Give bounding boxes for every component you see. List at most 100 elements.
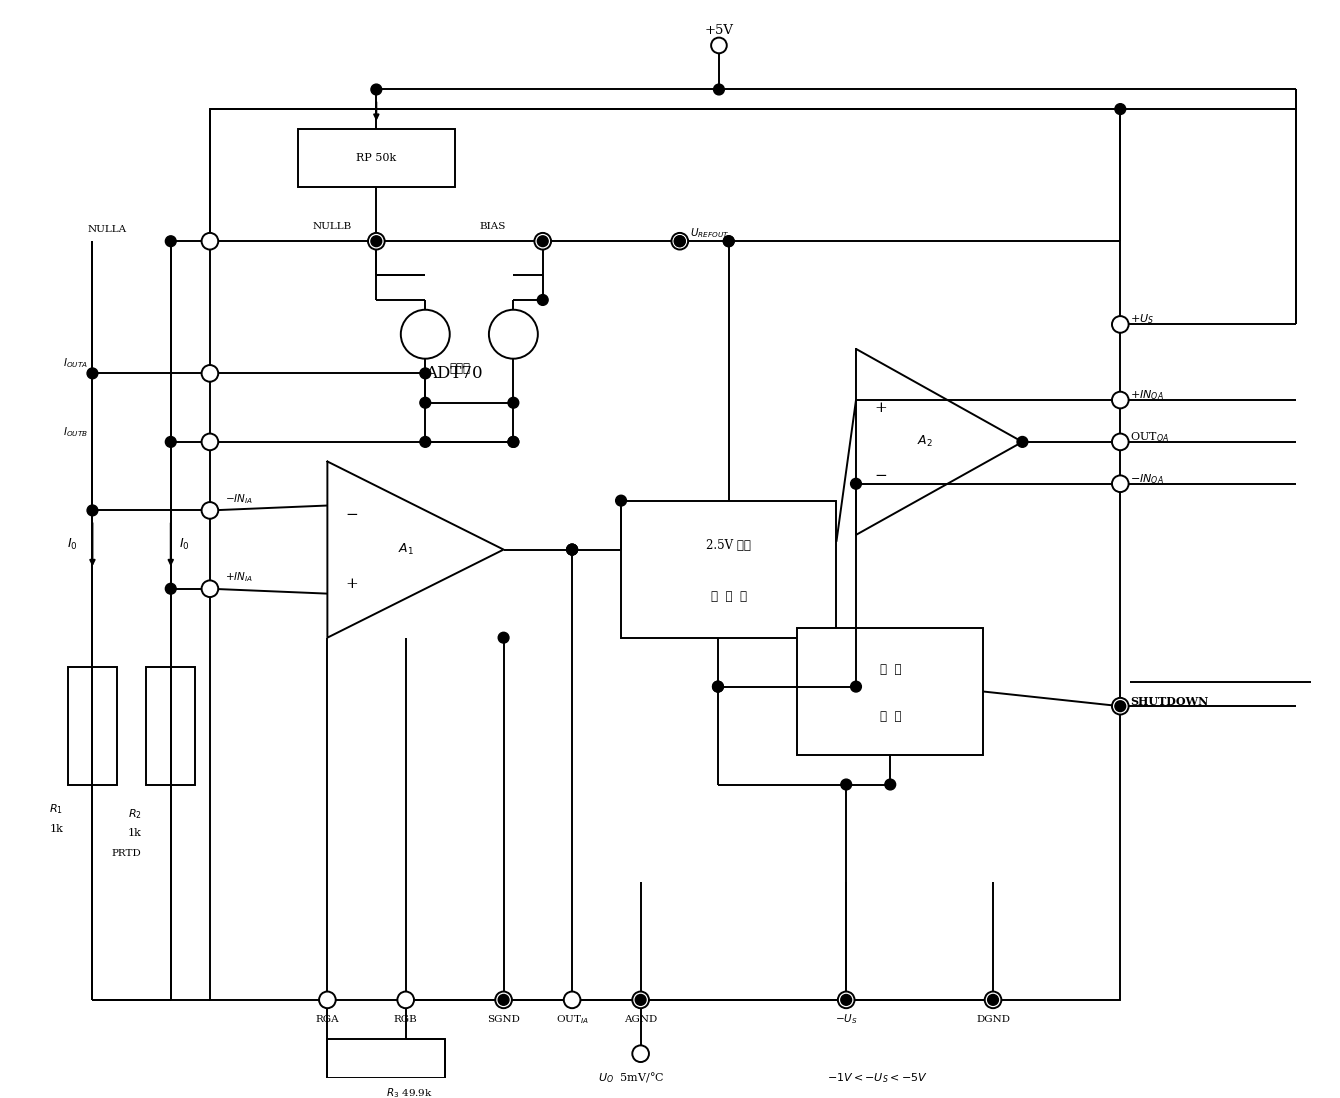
Circle shape: [851, 479, 862, 489]
Text: −: −: [874, 469, 887, 483]
Circle shape: [567, 545, 578, 554]
Circle shape: [419, 368, 430, 379]
Circle shape: [840, 780, 852, 789]
Text: $I_{OUTA}$: $I_{OUTA}$: [63, 357, 88, 370]
Circle shape: [508, 397, 519, 408]
Bar: [146, 668, 196, 784]
Circle shape: [884, 780, 895, 789]
Circle shape: [508, 437, 519, 447]
Circle shape: [674, 236, 685, 247]
Circle shape: [1112, 392, 1128, 408]
Circle shape: [535, 233, 551, 249]
Circle shape: [567, 545, 578, 554]
Circle shape: [1017, 437, 1028, 447]
Text: RGA: RGA: [316, 1015, 339, 1024]
Circle shape: [714, 85, 725, 94]
Text: BIAS: BIAS: [480, 222, 505, 231]
Circle shape: [632, 1045, 649, 1062]
Circle shape: [1112, 698, 1128, 715]
Text: $+IN_{IA}$: $+IN_{IA}$: [225, 570, 253, 584]
Text: NULLA: NULLA: [87, 225, 127, 234]
Text: $R_2$: $R_2$: [127, 807, 142, 821]
Circle shape: [201, 233, 218, 249]
Text: NULLB: NULLB: [312, 222, 352, 231]
Text: SHUTDOWN: SHUTDOWN: [1130, 696, 1209, 707]
Circle shape: [498, 632, 509, 643]
Circle shape: [671, 233, 689, 249]
Circle shape: [537, 294, 548, 305]
Circle shape: [201, 365, 218, 382]
Circle shape: [201, 581, 218, 597]
Circle shape: [615, 495, 626, 506]
Text: AGND: AGND: [624, 1015, 657, 1024]
Text: $R_1$: $R_1$: [50, 802, 63, 816]
Circle shape: [1115, 701, 1126, 712]
Text: DGND: DGND: [976, 1015, 1010, 1024]
Circle shape: [508, 437, 519, 447]
Text: 电流源: 电流源: [450, 362, 470, 376]
Circle shape: [165, 437, 176, 447]
Text: $-IN_{OA}$: $-IN_{OA}$: [1130, 472, 1164, 485]
Circle shape: [401, 310, 450, 359]
Text: $-U_S$: $-U_S$: [835, 1012, 858, 1027]
Circle shape: [419, 397, 430, 408]
Text: +5V: +5V: [705, 24, 733, 37]
Circle shape: [840, 995, 852, 1006]
Bar: [210, 109, 1120, 1000]
Text: $A_1$: $A_1$: [398, 542, 414, 557]
Circle shape: [564, 991, 580, 1008]
Text: 电  路: 电 路: [879, 710, 900, 724]
Circle shape: [398, 991, 414, 1008]
Circle shape: [87, 505, 98, 516]
Circle shape: [713, 681, 724, 692]
Text: +: +: [346, 576, 358, 591]
Circle shape: [1115, 103, 1126, 114]
Circle shape: [851, 681, 862, 692]
Circle shape: [489, 310, 537, 359]
Circle shape: [985, 991, 1001, 1008]
Text: $-1V<-U_S<-5V$: $-1V<-U_S<-5V$: [827, 1072, 927, 1085]
Text: $+U_S$: $+U_S$: [1130, 313, 1154, 326]
Bar: [327, 1039, 445, 1078]
Circle shape: [165, 236, 176, 247]
Text: 1k: 1k: [50, 824, 63, 833]
Text: PRTD: PRTD: [111, 849, 142, 858]
Circle shape: [1112, 434, 1128, 450]
Circle shape: [201, 434, 218, 450]
Text: $I_{OUTB}$: $I_{OUTB}$: [63, 425, 88, 439]
Text: $U_O$  5mV/°C: $U_O$ 5mV/°C: [598, 1071, 665, 1086]
Text: $I_0$: $I_0$: [67, 537, 78, 552]
Circle shape: [713, 681, 724, 692]
Text: $R_3$ 49.9k: $R_3$ 49.9k: [386, 1086, 433, 1098]
Text: OUT$_{OA}$: OUT$_{OA}$: [1130, 430, 1168, 444]
Text: 2.5V 基准: 2.5V 基准: [706, 539, 752, 552]
Circle shape: [712, 37, 726, 54]
Circle shape: [419, 437, 430, 447]
Text: $+IN_{OA}$: $+IN_{OA}$: [1130, 389, 1164, 402]
Text: $A_2$: $A_2$: [917, 435, 933, 449]
Circle shape: [1112, 475, 1128, 492]
Circle shape: [567, 545, 578, 554]
Text: ADT70: ADT70: [425, 365, 482, 382]
Text: 电  压  源: 电 压 源: [710, 590, 746, 603]
Text: 1k: 1k: [127, 829, 142, 839]
Circle shape: [537, 236, 548, 247]
Bar: [797, 628, 984, 755]
Text: OUT$_{IA}$: OUT$_{IA}$: [556, 1013, 588, 1026]
Circle shape: [838, 991, 855, 1008]
Circle shape: [201, 502, 218, 518]
Circle shape: [498, 995, 509, 1006]
Text: $U_{REFOUT}$: $U_{REFOUT}$: [690, 226, 729, 240]
Circle shape: [988, 995, 998, 1006]
Circle shape: [674, 236, 685, 247]
Text: +: +: [874, 401, 887, 415]
Circle shape: [87, 368, 98, 379]
Text: $-IN_{IA}$: $-IN_{IA}$: [225, 492, 253, 505]
Text: 关  断: 关 断: [879, 663, 900, 676]
Circle shape: [724, 236, 734, 247]
Text: $I_0$: $I_0$: [178, 537, 189, 552]
Bar: [297, 128, 454, 188]
Circle shape: [371, 236, 382, 247]
Text: SGND: SGND: [488, 1015, 520, 1024]
Text: −: −: [346, 508, 358, 523]
